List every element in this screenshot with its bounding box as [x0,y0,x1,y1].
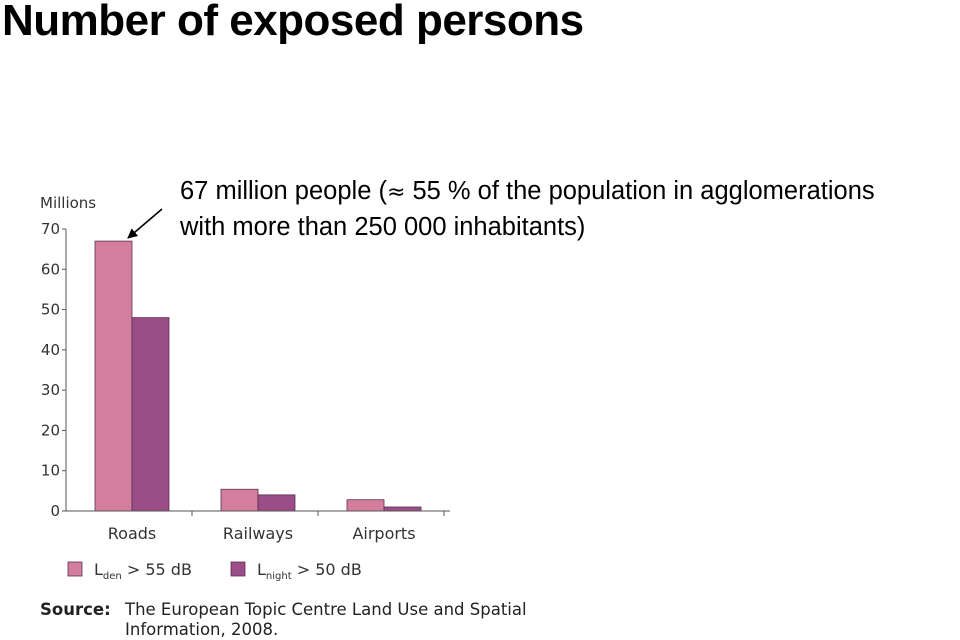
x-tick-label: Airports [352,524,415,543]
legend-swatch [230,561,246,577]
x-axis: Roads Railways Airports [66,510,450,543]
y-tick-label: 50 [41,301,60,319]
approx-symbol: ≈ [386,180,406,205]
legend: Lden > 55 dB Lnight > 50 dB [67,560,362,582]
y-tick-label: 30 [41,381,60,399]
y-tick-label: 60 [41,260,60,278]
bar-roads-series-1 [94,240,133,512]
annotation-line-1-end: 55 % of the population in agglomerations [405,177,875,205]
x-tick-label: Railways [223,524,293,543]
bar-railways-series-1 [220,488,259,512]
legend-label-main: L [94,560,103,579]
bars [94,240,422,512]
source-label: Source: [40,600,111,619]
y-axis-label: Millions [40,194,96,212]
bar-airports-series-2 [383,506,422,512]
legend-label-main: L [257,560,266,579]
x-tick-label: Roads [108,524,156,543]
source-text: The European Topic Centre Land Use and S… [125,600,527,640]
legend-label-subscript: den [103,571,122,582]
annotation-line-1-start: 67 million people ( [180,177,387,205]
y-tick-label: 0 [50,502,60,520]
legend-label-rest: > 55 dB [122,560,192,579]
legend-label: Lnight > 50 dB [257,560,362,582]
bar-roads-series-2 [131,317,170,512]
legend-label-subscript: night [266,571,292,582]
y-axis: 0 10 20 30 40 50 60 70 [41,220,67,520]
y-tick-label: 40 [41,341,60,359]
source-line-1: The European Topic Centre Land Use and S… [125,600,527,619]
source-line-2: Information, 2008. [125,620,279,639]
bar-airports-series-1 [346,499,385,512]
bar-railways-series-2 [257,494,296,512]
annotation-line-2: with more than 250 000 inhabitants) [180,213,586,241]
y-tick-label: 20 [41,421,60,439]
y-tick-label: 10 [41,462,60,480]
legend-label: Lden > 55 dB [94,560,192,582]
page-title: Number of exposed persons [2,0,584,45]
annotation-arrow [127,208,163,239]
annotation-line-1: 67 million people (≈ 55 % of the populat… [180,174,875,210]
chart-annotation: 67 million people (≈ 55 % of the populat… [180,174,875,245]
legend-swatch [67,561,83,577]
legend-label-rest: > 50 dB [292,560,362,579]
y-tick-label: 70 [41,220,60,238]
